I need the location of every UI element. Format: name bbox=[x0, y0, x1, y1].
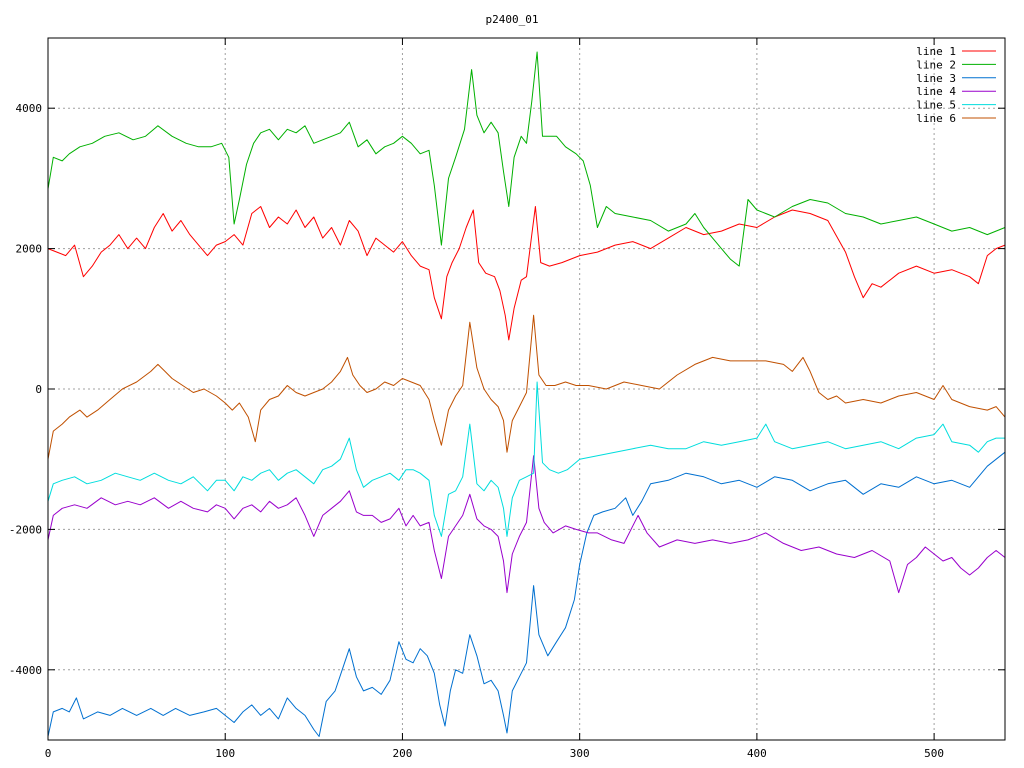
series-lines bbox=[47, 51, 1006, 737]
series-line bbox=[47, 381, 1005, 537]
series-line bbox=[47, 451, 1006, 737]
chart-title: p2400_01 bbox=[486, 13, 539, 26]
series-line bbox=[47, 314, 1006, 460]
y-tick-label: 2000 bbox=[16, 243, 43, 256]
y-tick-label: 4000 bbox=[16, 102, 43, 115]
series-line bbox=[47, 51, 1006, 267]
legend-label: line 3 bbox=[916, 72, 956, 85]
x-tick-label: 400 bbox=[747, 747, 767, 760]
series-line bbox=[47, 455, 1006, 594]
legend-label: line 4 bbox=[916, 85, 956, 98]
legend-label: line 5 bbox=[916, 99, 956, 112]
series-line bbox=[47, 206, 1006, 341]
axis-ticks: 0 100 200 300 400 500 -4000 -2000 0 2000 4000 bbox=[9, 38, 1005, 760]
legend-label: line 2 bbox=[916, 58, 956, 71]
y-tick-label: -2000 bbox=[9, 523, 42, 536]
x-tick-label: 500 bbox=[924, 747, 944, 760]
x-tick-label: 200 bbox=[393, 747, 413, 760]
x-tick-label: 0 bbox=[45, 747, 52, 760]
y-tick-label: 0 bbox=[35, 383, 42, 396]
legend-label: line 6 bbox=[916, 112, 956, 125]
x-tick-label: 300 bbox=[570, 747, 590, 760]
y-tick-label: -4000 bbox=[9, 664, 42, 677]
x-tick-label: 100 bbox=[215, 747, 235, 760]
grid bbox=[48, 38, 1005, 740]
legend-label: line 1 bbox=[916, 45, 956, 58]
